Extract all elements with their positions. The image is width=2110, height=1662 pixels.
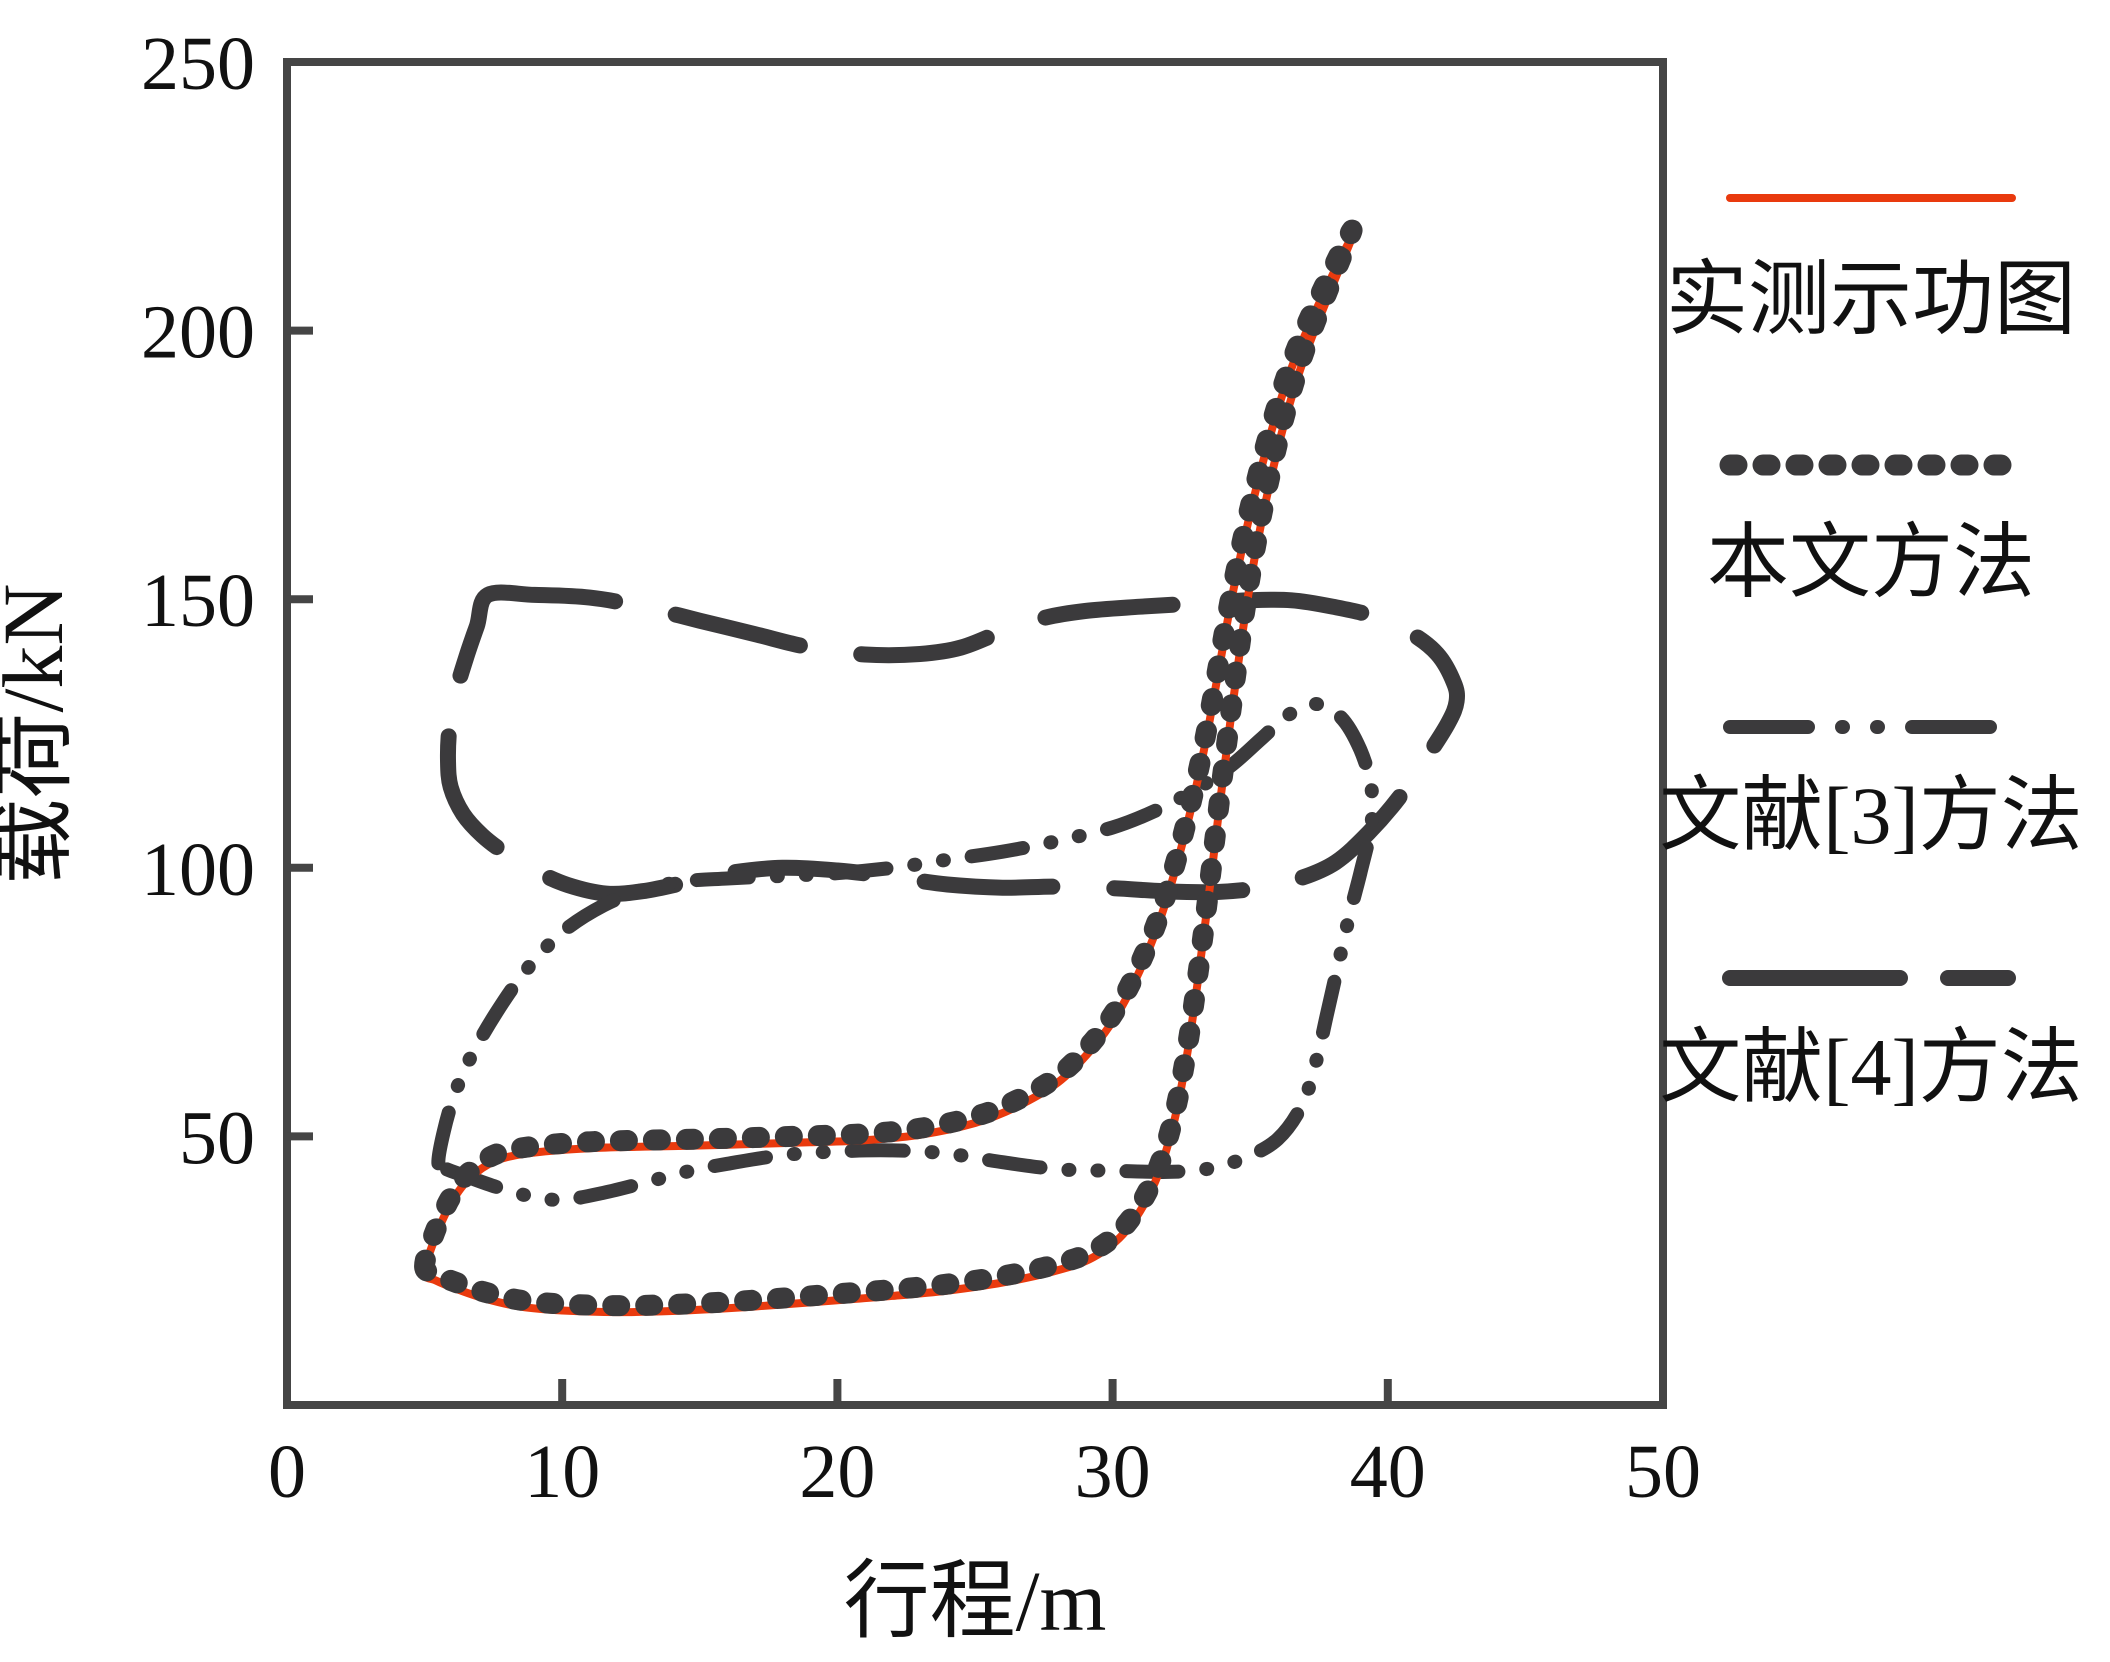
- x-tick-label: 10: [524, 1430, 600, 1514]
- x-axis-title: 行程/m: [844, 1553, 1107, 1649]
- series-dash-dot-dot: [431, 697, 1380, 1207]
- series-dotted: [414, 219, 1363, 1317]
- x-tick-label: 40: [1350, 1430, 1426, 1514]
- legend-label: 文献[3]方法: [1659, 770, 2083, 861]
- series-long-dash: [439, 584, 1466, 902]
- y-axis-title: 载荷/kN: [0, 584, 81, 885]
- y-tick-label: 250: [141, 22, 255, 106]
- legend-label: 实测示功图: [1666, 254, 2076, 345]
- plot-frame: [283, 58, 1667, 1409]
- x-tick-label: 0: [268, 1430, 306, 1514]
- y-tick-label: 200: [141, 291, 255, 375]
- x-tick-label: 50: [1625, 1430, 1701, 1514]
- y-tick-label: 150: [141, 559, 255, 643]
- y-tick-label: 50: [179, 1096, 255, 1180]
- legend-label: 文献[4]方法: [1659, 1022, 2083, 1113]
- y-tick-label: 100: [141, 828, 255, 912]
- x-tick-label: 20: [799, 1430, 875, 1514]
- legend-label: 本文方法: [1707, 517, 2035, 608]
- x-tick-label: 30: [1075, 1430, 1151, 1514]
